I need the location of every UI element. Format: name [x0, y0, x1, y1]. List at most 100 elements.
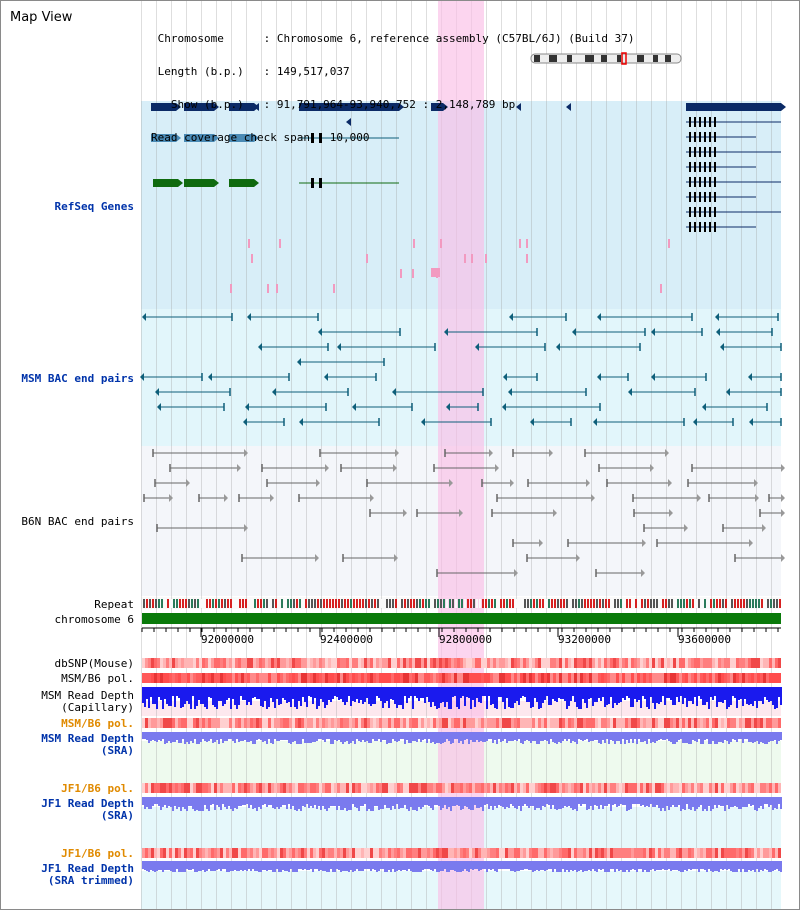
depth-bar: [758, 861, 760, 872]
depth-bar: [618, 797, 620, 806]
repeat-mark: [665, 599, 667, 608]
depth-bar: [230, 732, 232, 739]
repeat-mark: [593, 599, 595, 608]
depth-bar: [762, 732, 764, 743]
pink-mark: [267, 284, 269, 293]
pol-cell: [247, 718, 250, 728]
pol-cell: [631, 848, 634, 858]
msm-b6-pol-label-2[interactable]: MSM/B6 pol.: [61, 717, 134, 730]
pol-cell: [574, 673, 577, 683]
repeat-mark: [626, 599, 628, 608]
depth-bar: [444, 732, 446, 742]
depth-bar: [158, 797, 160, 806]
pol-cell: [283, 673, 286, 683]
dbsnp-cell: [319, 658, 322, 668]
pol-cell: [739, 718, 742, 728]
jf1-b6-pol-label[interactable]: JF1/B6 pol.: [61, 782, 134, 795]
jf1-b6-pol-label-2[interactable]: JF1/B6 pol.: [61, 847, 134, 860]
depth-bar: [666, 797, 668, 806]
dbsnp-cell: [310, 658, 313, 668]
depth-bar: [640, 687, 642, 708]
pol-cell: [370, 718, 373, 728]
pol-cell: [631, 718, 634, 728]
depth-bar: [624, 861, 626, 872]
pol-cell: [673, 783, 676, 793]
pol-cell: [175, 783, 178, 793]
depth-bar: [620, 732, 622, 744]
depth-bar: [144, 797, 146, 809]
depth-bar: [706, 687, 708, 702]
jf1-trim-label[interactable]: JF1 Read Depth: [41, 862, 134, 875]
pol-cell: [247, 848, 250, 858]
dbsnp-label[interactable]: dbSNP(Mouse): [54, 657, 134, 670]
depth-bar: [646, 732, 648, 744]
depth-bar: [454, 687, 456, 696]
repeat-mark: [398, 599, 400, 608]
depth-bar: [180, 732, 182, 743]
depth-bar: [610, 861, 612, 869]
depth-bar: [162, 687, 164, 709]
pol-cell: [523, 673, 526, 683]
bac-end-marker: [186, 479, 190, 487]
pol-cell: [280, 848, 283, 858]
b6n-bac-label[interactable]: B6N BAC end pairs: [21, 515, 134, 528]
depth-bar: [294, 797, 296, 810]
depth-bar: [724, 732, 726, 740]
pol-cell: [325, 673, 328, 683]
pol-cell: [751, 718, 754, 728]
msm-depth-cap-label[interactable]: MSM Read Depth: [41, 689, 134, 702]
pol-cell: [196, 848, 199, 858]
repeat-mark: [362, 599, 364, 608]
depth-bar: [504, 687, 506, 709]
msm-depth-sra-label[interactable]: MSM Read Depth: [41, 732, 134, 745]
repeat-mark: [371, 599, 373, 608]
depth-bar: [648, 861, 650, 872]
repeat-label[interactable]: Repeat: [94, 598, 134, 611]
depth-bar: [506, 797, 508, 807]
msm-bac-label[interactable]: MSM BAC end pairs: [21, 372, 134, 385]
repeat-mark: [740, 599, 742, 608]
exon-tick: [709, 132, 711, 142]
depth-bar: [174, 861, 176, 872]
depth-bar: [194, 861, 196, 872]
pol-cell: [175, 673, 178, 683]
pol-cell: [463, 673, 466, 683]
jf1-depth-label[interactable]: JF1 Read Depth: [41, 797, 134, 810]
repeat-mark: [335, 599, 337, 608]
depth-bar: [486, 732, 488, 741]
depth-bar: [366, 861, 368, 869]
depth-bar: [704, 687, 706, 705]
depth-bar: [602, 797, 604, 809]
depth-bar: [312, 732, 314, 742]
depth-bar: [308, 687, 310, 696]
depth-bar: [224, 687, 226, 704]
pol-cell: [475, 718, 478, 728]
pol-cell: [283, 848, 286, 858]
pol-cell: [322, 783, 325, 793]
refseq-label[interactable]: RefSeq Genes: [54, 200, 134, 213]
depth-bar: [366, 732, 368, 741]
pol-cell: [190, 718, 193, 728]
pol-cell: [610, 718, 613, 728]
pol-cell: [598, 718, 601, 728]
pol-cell: [349, 848, 352, 858]
depth-bar: [298, 732, 300, 744]
pol-cell: [157, 718, 160, 728]
msm-b6-pol-label[interactable]: MSM/B6 pol.: [61, 672, 134, 685]
repeat-mark: [653, 599, 655, 608]
depth-bar: [752, 861, 754, 870]
depth-bar: [696, 732, 698, 742]
depth-bar: [510, 687, 512, 708]
depth-bar: [466, 687, 468, 697]
depth-bar: [524, 861, 526, 869]
depth-bar: [610, 687, 612, 697]
depth-bar: [168, 861, 170, 870]
depth-bar: [438, 797, 440, 806]
depth-bar: [760, 687, 762, 701]
depth-bar: [664, 687, 666, 705]
pol-cell: [454, 848, 457, 858]
pol-cell: [466, 848, 469, 858]
depth-bar: [370, 732, 372, 743]
depth-bar: [628, 797, 630, 810]
